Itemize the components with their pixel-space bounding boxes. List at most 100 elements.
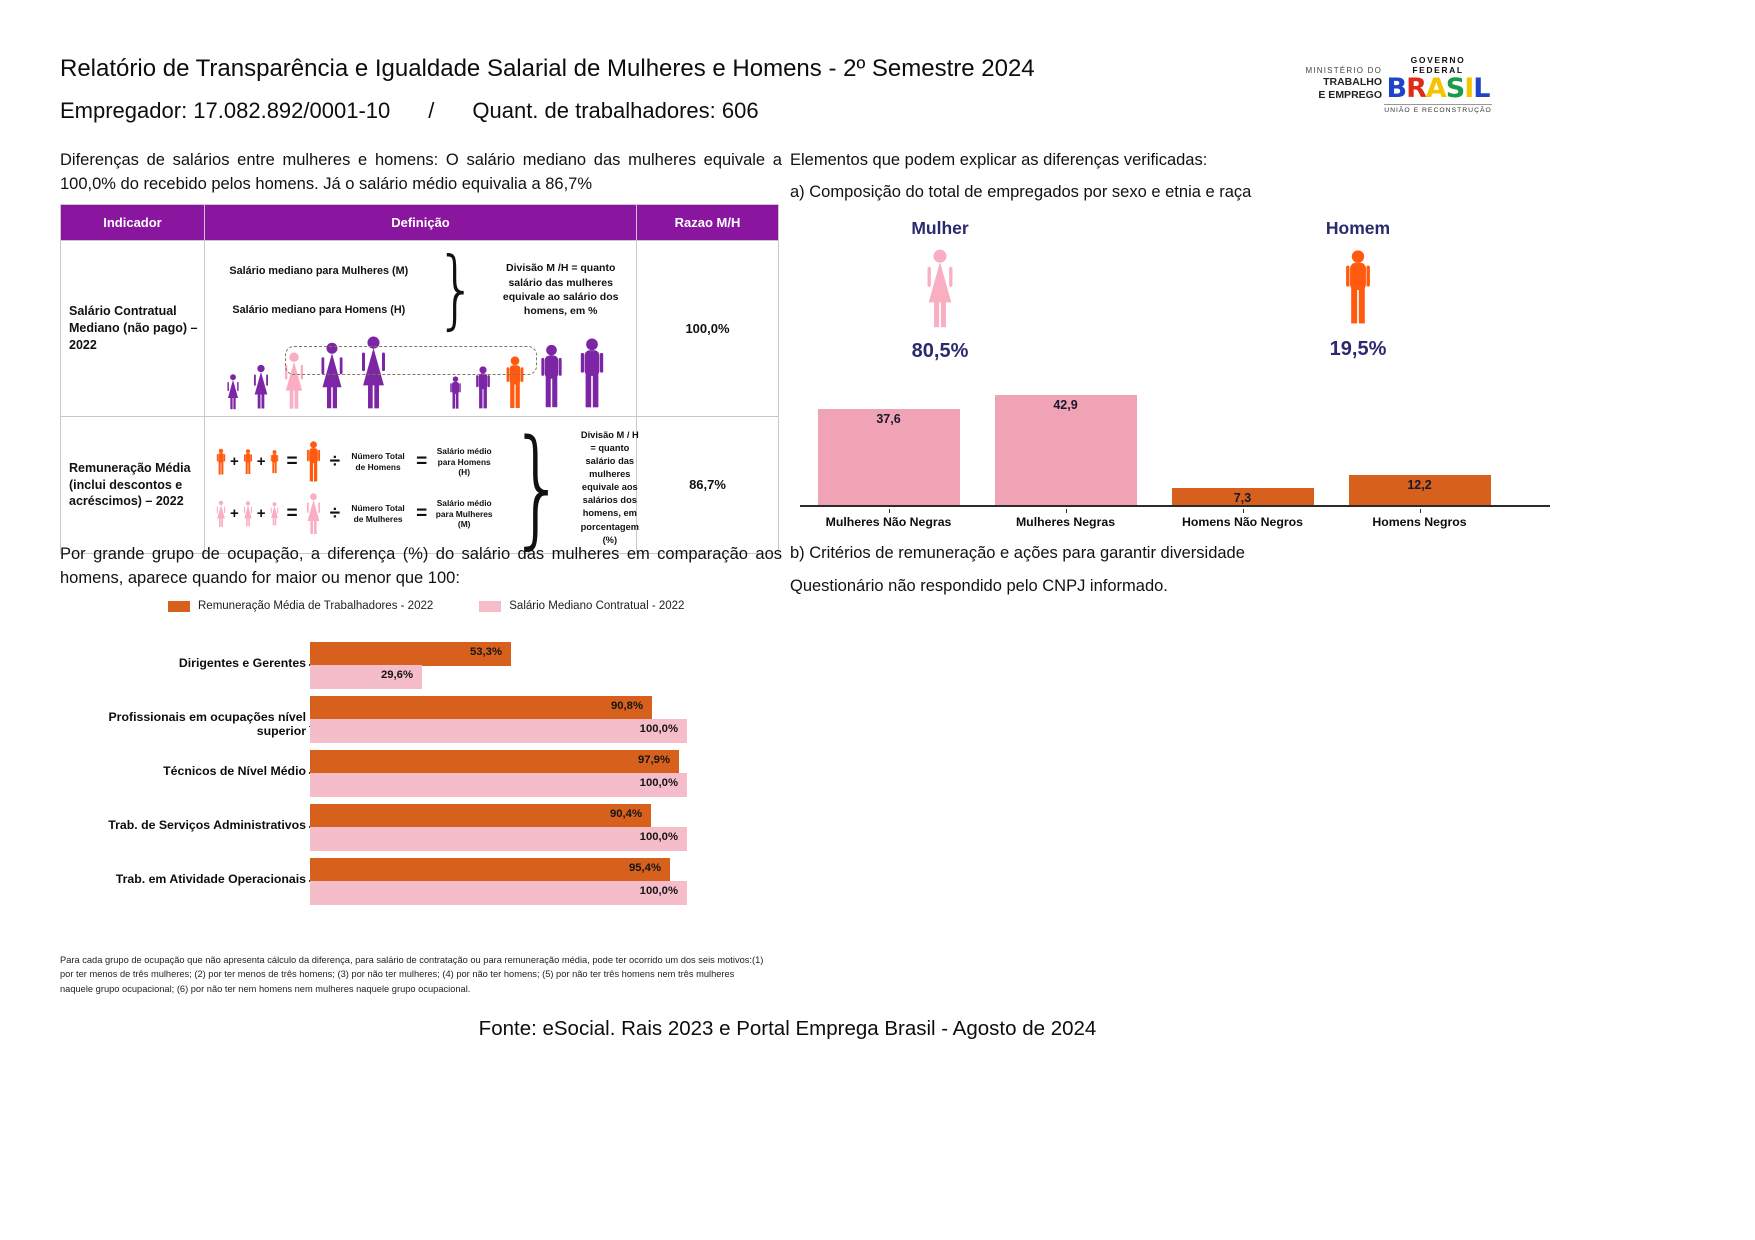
bar-value-label: 90,4% <box>609 808 642 820</box>
legend-swatch-orange <box>168 600 190 612</box>
homem-block: Homem 19,5% <box>1273 218 1443 361</box>
occupation-row: Dirigentes e Gerentes 53,3% 29,6% <box>60 642 780 690</box>
occupation-bars: 90,4% 100,0% <box>310 804 780 852</box>
occupation-chart-legend: Remuneração Média de Trabalhadores - 202… <box>168 600 684 612</box>
salary-difference-summary: Diferenças de salários entre mulheres e … <box>60 151 782 193</box>
occupation-category-label: Trab. em Atividade Operacionais <box>60 872 315 887</box>
definition-average-pay: + + = ÷ Número Total de Homens = Salário mé… <box>204 416 640 554</box>
section-b-text: Questionário não respondido pelo CNPJ in… <box>790 577 1168 595</box>
men-total-label: Número Total de Homens <box>351 451 405 472</box>
definition-median-salary: Salário mediano para Mulheres (M) Salári… <box>204 239 637 418</box>
divide-glyph: ÷ <box>329 450 341 472</box>
bar: 42,9 <box>994 395 1137 507</box>
brasil-logo-letter: B <box>1386 73 1407 104</box>
brace-glyph: } <box>435 239 477 339</box>
bar-value-label: 100,0% <box>639 885 678 897</box>
plus-glyph: + <box>230 453 239 471</box>
bar: 12,2 <box>1348 475 1491 507</box>
ministry-logo: MINISTÉRIO DO TRABALHO E EMPREGO <box>1282 66 1383 102</box>
bar-value-label: 100,0% <box>639 777 678 789</box>
equation-figures: + + = ÷ <box>215 441 344 483</box>
legend-label: Remuneração Média de Trabalhadores - 202… <box>198 600 434 612</box>
footer-source: Fonte: eSocial. Rais 2023 e Portal Empre… <box>478 1017 1097 1040</box>
bar: 37,6 <box>817 409 960 507</box>
man-icon <box>242 449 254 475</box>
indicator-median-salary: Salário Contratual Mediano (não pago) – … <box>60 239 205 418</box>
table-row: Remuneração Média (inclui descontos e ac… <box>60 416 779 554</box>
legend-swatch-pink <box>479 600 502 612</box>
bar: 100,0% <box>310 773 687 797</box>
indicator-average-pay: Remuneração Média (inclui descontos e ac… <box>60 416 205 554</box>
brasil-logo: BRASIL <box>1384 73 1492 104</box>
bar-value-label: 97,9% <box>637 754 670 766</box>
man-icon <box>215 448 227 476</box>
gov-federal-logo: GOVERNO FEDERAL BRASIL UNIÃO E RECONSTRU… <box>1384 55 1492 114</box>
bar: 90,4% <box>310 804 651 828</box>
occupation-footnote: Para cada grupo de ocupação que não apre… <box>60 955 764 994</box>
mulher-block: Mulher 80,5% <box>855 218 1025 363</box>
bar: 7,3 <box>1171 488 1314 507</box>
woman-icon <box>215 500 227 528</box>
ratio-average: 86,7% <box>636 416 779 554</box>
employer-info: Empregador: 17.082.892/0001-10 / Quant. de… <box>60 98 759 124</box>
bar-category-label: Mulheres Negras <box>977 509 1154 535</box>
bar-value-label: 42,9 <box>1053 398 1078 412</box>
equals-glyph: = <box>416 450 427 472</box>
brasil-logo-letter: I <box>1464 73 1474 104</box>
woman-icon <box>242 501 254 527</box>
woman-icon <box>855 249 1025 334</box>
bar-category-label: Mulheres Não Negras <box>800 509 977 535</box>
homem-percentage: 19,5% <box>1329 338 1387 360</box>
equation-figures: + + = ÷ <box>215 493 344 535</box>
composition-bar-chart: 37,6 42,9 7,3 12,2 Mulheres Não Negras Mulhe… <box>800 390 1552 535</box>
ministry-logo-line1: MINISTÉRIO DO <box>1305 66 1382 75</box>
gov-logo-bottom: UNIÃO E RECONSTRUÇÃO <box>1384 104 1492 114</box>
plus-glyph: + <box>230 505 239 523</box>
explanation-heading: Elementos que podem explicar as diferenç… <box>790 151 1208 169</box>
women-total-label: Número Total de Mulheres <box>351 503 405 524</box>
bar: 100,0% <box>310 881 687 905</box>
bar-value-label: 95,4% <box>628 862 661 874</box>
indicator-table: Indicador Definição Razao M/H Salário Co… <box>60 204 779 554</box>
occupation-bars: 90,8% 100,0% <box>310 696 780 744</box>
legend-item-mediano: Salário Mediano Contratual - 2022 <box>479 600 684 612</box>
employer-cnpj: Empregador: 17.082.892/0001-10 <box>60 98 391 123</box>
gov-logo-top: GOVERNO FEDERAL <box>1410 55 1466 75</box>
occupation-row: Técnicos de Nível Médio 97,9% 100,0% <box>60 750 780 798</box>
bar: 53,3% <box>310 642 511 666</box>
divide-glyph: ÷ <box>329 502 341 524</box>
table-row: Salário Contratual Mediano (não pago) – … <box>60 239 779 418</box>
mulher-label: Mulher <box>911 218 969 238</box>
man-icon <box>304 441 323 483</box>
bar-value-label: 12,2 <box>1407 478 1432 492</box>
brasil-logo-letter: L <box>1473 73 1490 104</box>
composition-categories: Mulheres Não Negras Mulheres Negras Homens… <box>800 509 1508 535</box>
bar-value-label: 37,6 <box>876 412 901 426</box>
occupation-bars: 97,9% 100,0% <box>310 750 780 798</box>
occupation-row: Trab. de Serviços Administrativos 90,4% 10… <box>60 804 780 852</box>
bar-value-label: 100,0% <box>639 831 678 843</box>
man-icon <box>269 450 280 474</box>
average-division-note: Divisão M / H = quanto salário das mulhe… <box>580 430 640 545</box>
median-women-line: Salário mediano para Mulheres (M) <box>229 264 409 277</box>
median-division-note: Divisão M /H = quanto salário das mulher… <box>502 262 619 317</box>
homem-label: Homem <box>1325 218 1391 238</box>
plus-glyph: + <box>256 505 266 523</box>
legend-item-remuneracao: Remuneração Média de Trabalhadores - 202… <box>168 600 433 612</box>
x-axis-line <box>800 505 1550 507</box>
bar: 29,6% <box>310 665 422 689</box>
bar-value-label: 53,3% <box>469 646 502 658</box>
table-header-razao: Razao M/H <box>636 204 779 241</box>
plus-glyph: + <box>256 453 266 471</box>
occupation-category-label: Dirigentes e Gerentes <box>60 656 315 671</box>
occupation-category-label: Trab. de Serviços Administrativos <box>60 818 315 833</box>
equals-glyph: = <box>286 502 298 524</box>
median-men-line: Salário mediano para Homens (H) <box>232 303 406 316</box>
bar: 100,0% <box>310 719 687 743</box>
median-definition-diagram: Salário mediano para Mulheres (M) Salári… <box>215 239 632 339</box>
woman-icon <box>251 364 271 410</box>
occupation-bar-chart: Dirigentes e Gerentes 53,3% 29,6% Profissio… <box>60 632 780 944</box>
median-highlight-box <box>285 346 537 376</box>
bar-value-label: 29,6% <box>380 669 413 681</box>
